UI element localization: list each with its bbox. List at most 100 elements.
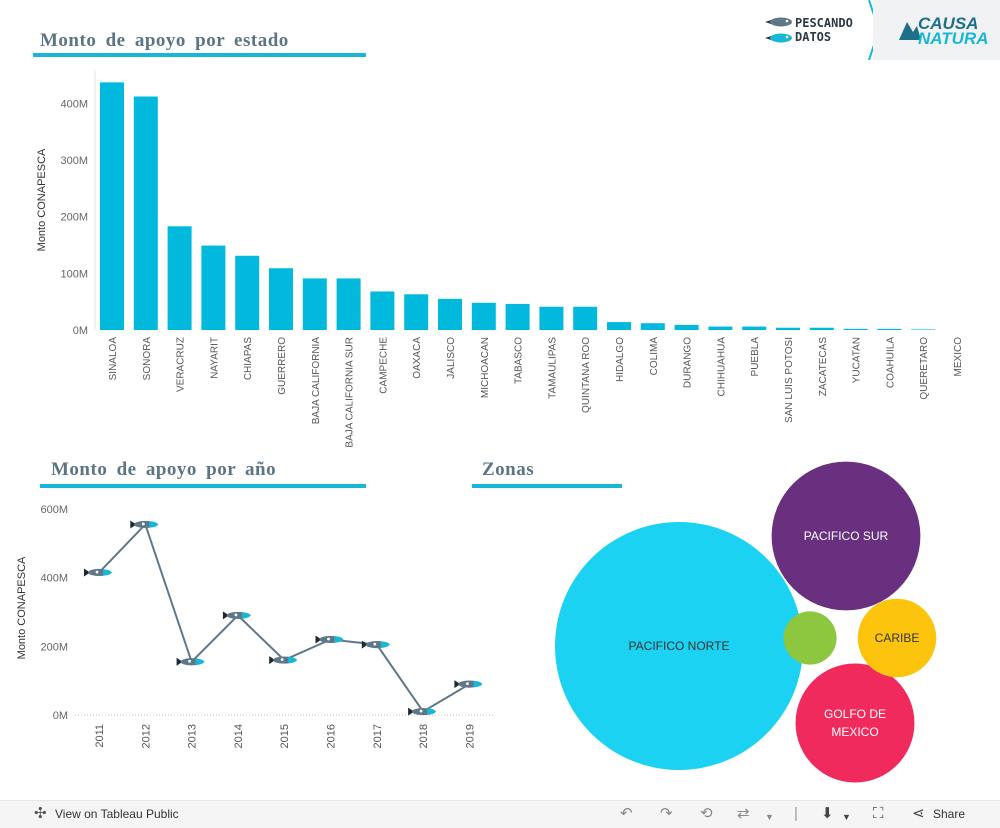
x-tick-label: 2016 bbox=[326, 724, 338, 748]
fish-tail bbox=[269, 656, 276, 665]
bar bbox=[404, 294, 429, 330]
fish-head bbox=[241, 612, 251, 619]
bar bbox=[167, 226, 192, 330]
share-icon[interactable]: ⋖ bbox=[912, 805, 925, 822]
fish-head bbox=[195, 658, 205, 665]
bubble-chart-title-underline bbox=[472, 484, 622, 488]
line-chart-title-underline bbox=[40, 484, 366, 488]
x-tick-label: 2012 bbox=[140, 724, 152, 748]
fish-tail bbox=[315, 635, 322, 644]
causa-logo-line1: CAUSA bbox=[918, 14, 979, 33]
fish-marker bbox=[408, 707, 437, 716]
bubble bbox=[771, 461, 921, 611]
bubble-chart: PACIFICO NORTE PACIFICO SUR GOLFO DE MEXICO… bbox=[555, 461, 937, 783]
x-tick-label: TABASCO bbox=[514, 337, 525, 384]
fish-marker bbox=[361, 640, 390, 649]
fish-eye bbox=[95, 570, 99, 574]
bubble-label: GOLFO DE bbox=[824, 707, 886, 721]
series-line bbox=[98, 522, 470, 713]
fish-head bbox=[288, 656, 298, 664]
fish-eye bbox=[327, 637, 330, 641]
x-tick-label: SINALOA bbox=[108, 337, 119, 381]
x-tick-label: 2018 bbox=[418, 724, 430, 748]
x-tick-label: CHIAPAS bbox=[243, 337, 254, 380]
bubble-label: CARIBE bbox=[875, 631, 920, 645]
fish-head bbox=[103, 569, 112, 576]
x-tick-label: DURANGO bbox=[683, 337, 694, 388]
x-tick-label: SAN LUIS POTOSI bbox=[784, 337, 795, 423]
bar bbox=[235, 255, 260, 330]
bar bbox=[674, 324, 699, 330]
bar bbox=[809, 327, 834, 330]
x-tick-label: BAJA CALIFORNIA SUR bbox=[345, 337, 356, 448]
view-on-tableau-public-link[interactable]: View on Tableau Public bbox=[55, 807, 179, 821]
fullscreen-icon[interactable]: ⛶ bbox=[873, 805, 884, 822]
y-tick-label: 300M bbox=[60, 155, 88, 167]
pescando-logo-line2: DATOS bbox=[795, 30, 832, 44]
tableau-toolbar: ✣ View on Tableau Public ↶ ↷ ⟲ ⇄ ▼ | ⬇ ▼… bbox=[0, 800, 1000, 828]
bar-chart-title: Monto de apoyo por estado bbox=[40, 30, 289, 51]
download-dropdown-chevron-icon[interactable]: ▼ bbox=[842, 812, 851, 822]
y-tick-label: 200M bbox=[40, 641, 68, 653]
fish-marker bbox=[315, 635, 344, 644]
x-tick-label: GUERRERO bbox=[277, 337, 288, 395]
y-tick-label: 0M bbox=[53, 710, 68, 722]
x-tick-label: PUEBLA bbox=[750, 337, 761, 377]
bar bbox=[877, 328, 902, 330]
fish-tail bbox=[222, 611, 229, 620]
fish-tail bbox=[130, 520, 137, 529]
bar bbox=[573, 306, 598, 330]
fish-eye bbox=[141, 522, 145, 526]
fish-tail bbox=[361, 640, 368, 649]
bar-chart: 0M 100M 200M 300M 400M Monto CONAPESCA SINALOA… bbox=[36, 70, 964, 448]
bar bbox=[370, 291, 395, 330]
fish-marker bbox=[269, 656, 298, 665]
download-icon[interactable]: ⬇ bbox=[821, 805, 834, 822]
y-axis-title: Monto CONAPESCA bbox=[16, 556, 28, 659]
x-tick-label: COAHUILA bbox=[885, 337, 896, 388]
fish-tail bbox=[408, 707, 415, 716]
fish-eye bbox=[466, 682, 469, 685]
x-tick-label: OAXACA bbox=[412, 337, 423, 379]
fish-marker bbox=[222, 611, 251, 620]
x-tick-label: 2019 bbox=[464, 724, 476, 748]
revert-icon[interactable]: ⟲ bbox=[700, 805, 713, 822]
toolbar-divider: | bbox=[794, 805, 798, 822]
fish-marker bbox=[84, 568, 112, 577]
bar bbox=[100, 82, 124, 330]
bar bbox=[438, 298, 462, 330]
bar bbox=[640, 323, 665, 330]
y-axis-title: Monto CONAPESCA bbox=[36, 148, 48, 251]
bubble-label: MEXICO bbox=[831, 725, 878, 739]
bar bbox=[708, 326, 733, 330]
tableau-logo-icon: ✣ bbox=[34, 805, 47, 822]
fish-marker bbox=[176, 657, 205, 666]
redo-icon[interactable]: ↷ bbox=[660, 805, 673, 822]
bubble-label: PACIFICO SUR bbox=[804, 529, 889, 543]
x-tick-label: YUCATAN bbox=[852, 337, 863, 383]
x-tick-label: NAYARIT bbox=[209, 337, 220, 379]
y-tick-label: 600M bbox=[40, 504, 68, 516]
y-tick-label: 400M bbox=[40, 573, 68, 585]
undo-icon[interactable]: ↶ bbox=[620, 805, 633, 822]
bar bbox=[539, 306, 564, 330]
bar bbox=[336, 278, 361, 330]
fish-marker bbox=[130, 520, 159, 529]
x-tick-label: VERACRUZ bbox=[176, 337, 187, 392]
fish-head bbox=[473, 680, 483, 688]
refresh-dropdown-chevron-icon[interactable]: ▼ bbox=[765, 812, 774, 822]
fish-tail bbox=[454, 680, 461, 689]
x-tick-label: HIDALGO bbox=[615, 337, 626, 382]
bubble bbox=[783, 611, 837, 665]
logo-area: PESCANDO DATOS CAUSA NATURA bbox=[755, 0, 1000, 60]
bar bbox=[607, 322, 631, 330]
x-tick-label: QUERETARO bbox=[919, 337, 930, 400]
fish-tail bbox=[84, 568, 90, 577]
y-tick-label: 400M bbox=[60, 98, 88, 110]
y-tick-label: 0M bbox=[73, 325, 88, 337]
fish-logo-icon bbox=[765, 17, 792, 43]
x-tick-label: ZACATECAS bbox=[818, 337, 829, 397]
fish-head bbox=[334, 636, 344, 643]
share-button[interactable]: Share bbox=[933, 807, 966, 821]
refresh-icon[interactable]: ⇄ bbox=[737, 805, 750, 822]
